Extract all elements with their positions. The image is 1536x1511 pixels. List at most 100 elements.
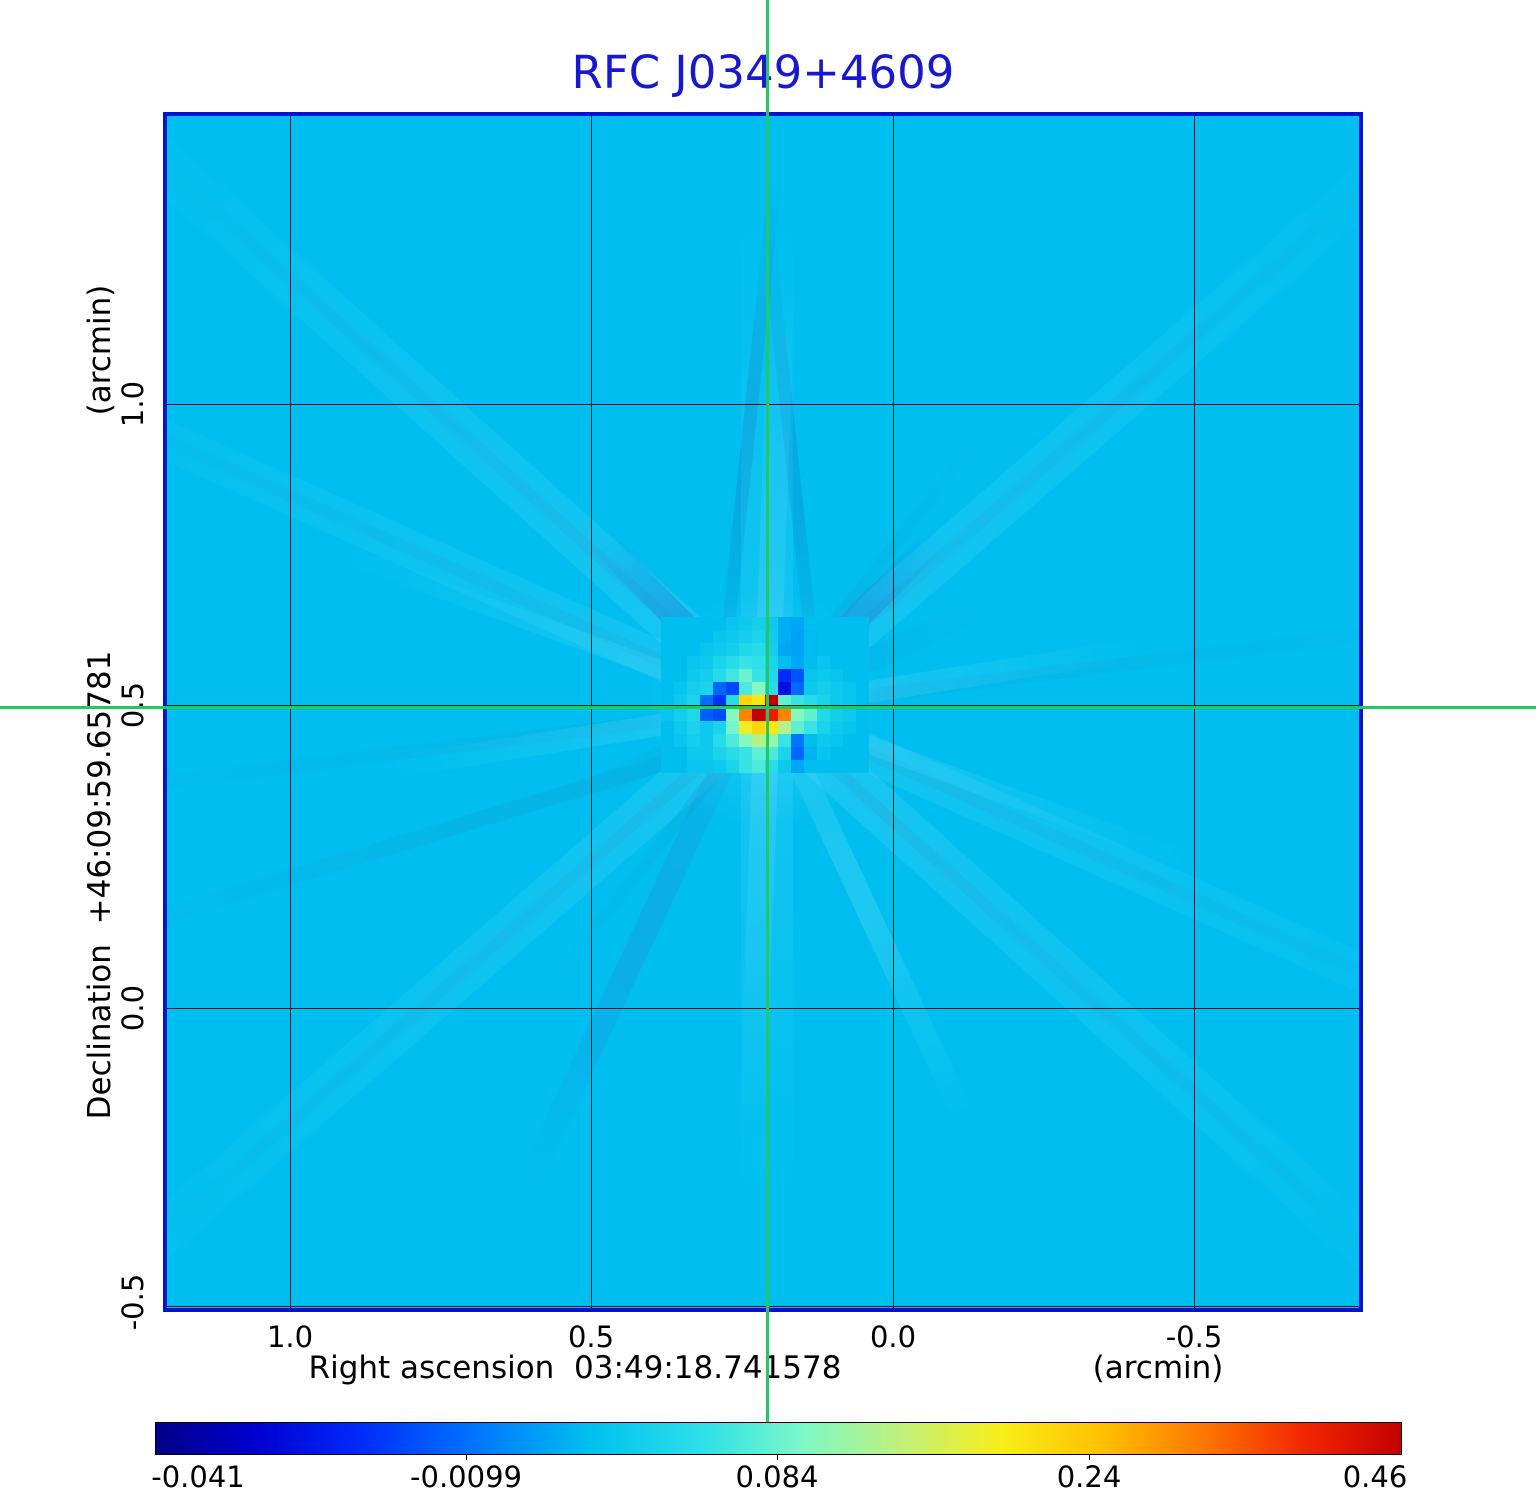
heatmap-pixel bbox=[804, 669, 817, 682]
heatmap-pixel bbox=[713, 630, 726, 643]
heatmap-pixel bbox=[739, 747, 752, 760]
heatmap-pixel bbox=[713, 721, 726, 734]
heatmap-pixel bbox=[739, 630, 752, 643]
heatmap-pixel bbox=[726, 695, 739, 708]
heatmap-pixel bbox=[804, 656, 817, 669]
x-tick-label: -0.5 bbox=[1165, 1320, 1223, 1354]
heatmap-pixel bbox=[700, 721, 713, 734]
gridline-ra-0.0 bbox=[893, 116, 894, 1308]
heatmap-pixel bbox=[674, 734, 687, 747]
heatmap-pixel bbox=[739, 669, 752, 682]
heatmap-pixel bbox=[661, 734, 674, 747]
gridline-dec-0.5 bbox=[167, 705, 1359, 706]
heatmap-pixel bbox=[843, 760, 856, 773]
heatmap-pixel bbox=[856, 669, 869, 682]
heatmap-pixel bbox=[817, 734, 830, 747]
heatmap-pixel bbox=[817, 643, 830, 656]
y-tick-label: -0.5 bbox=[116, 1273, 150, 1331]
heatmap-pixel bbox=[830, 747, 843, 760]
heatmap-pixel bbox=[674, 669, 687, 682]
heatmap-pixel bbox=[817, 708, 830, 721]
colorbar-tick-label: 0.084 bbox=[735, 1460, 819, 1494]
heatmap-pixel bbox=[804, 695, 817, 708]
heatmap-pixel bbox=[661, 721, 674, 734]
heatmap-pixel bbox=[817, 669, 830, 682]
gridline-dec--0.5 bbox=[167, 1306, 1359, 1307]
heatmap-pixel bbox=[856, 760, 869, 773]
heatmap-pixel bbox=[843, 721, 856, 734]
heatmap-pixel bbox=[856, 695, 869, 708]
heatmap-pixel bbox=[791, 760, 804, 773]
heatmap-pixel bbox=[804, 617, 817, 630]
heatmap-pixel bbox=[778, 682, 791, 695]
heatmap-pixel bbox=[843, 708, 856, 721]
heatmap-pixel bbox=[739, 708, 752, 721]
heatmap-pixel bbox=[791, 617, 804, 630]
plot-frame bbox=[163, 112, 1363, 1312]
heatmap-pixel bbox=[687, 708, 700, 721]
heatmap-pixel bbox=[674, 630, 687, 643]
heatmap-pixel bbox=[700, 656, 713, 669]
heatmap-pixel bbox=[804, 682, 817, 695]
heatmap-pixel bbox=[726, 617, 739, 630]
heatmap-pixel bbox=[700, 734, 713, 747]
heatmap-pixel bbox=[739, 760, 752, 773]
heatmap-pixel bbox=[700, 695, 713, 708]
heatmap-pixel bbox=[700, 643, 713, 656]
heatmap-pixel bbox=[661, 630, 674, 643]
y-tick-label: 0.5 bbox=[116, 681, 150, 729]
heatmap-pixel bbox=[713, 669, 726, 682]
heatmap-pixel bbox=[856, 617, 869, 630]
heatmap-pixel bbox=[856, 682, 869, 695]
heatmap-pixel bbox=[674, 617, 687, 630]
heatmap-pixel bbox=[856, 734, 869, 747]
heatmap-pixel bbox=[791, 747, 804, 760]
x-tick-label: 0.0 bbox=[869, 1320, 917, 1354]
heatmap-pixel bbox=[830, 695, 843, 708]
colorbar-tick-label: 0.46 bbox=[1342, 1460, 1408, 1494]
heatmap-pixel bbox=[661, 695, 674, 708]
heatmap-pixel bbox=[713, 747, 726, 760]
heatmap-pixel bbox=[687, 760, 700, 773]
heatmap-pixel bbox=[778, 643, 791, 656]
heatmap-pixel bbox=[726, 760, 739, 773]
heatmap-pixel bbox=[817, 617, 830, 630]
heatmap-pixel bbox=[700, 630, 713, 643]
heatmap-pixel bbox=[687, 747, 700, 760]
heatmap-pixel bbox=[830, 721, 843, 734]
heatmap-pixel bbox=[752, 669, 765, 682]
heatmap-pixel bbox=[778, 760, 791, 773]
heatmap-pixel bbox=[843, 734, 856, 747]
heatmap-pixel bbox=[726, 708, 739, 721]
heatmap-pixel bbox=[726, 682, 739, 695]
heatmap-pixel bbox=[804, 708, 817, 721]
heatmap-pixel bbox=[661, 617, 674, 630]
heatmap-pixel bbox=[739, 734, 752, 747]
heatmap-pixel bbox=[661, 708, 674, 721]
heatmap-pixel bbox=[791, 630, 804, 643]
colorbar-tick-mark bbox=[777, 1454, 778, 1460]
x-axis-unit: (arcmin) bbox=[1092, 1350, 1224, 1386]
y-tick-label: 1.0 bbox=[116, 380, 150, 428]
heatmap-pixel bbox=[778, 747, 791, 760]
heatmap-pixel bbox=[687, 630, 700, 643]
heatmap-pixel bbox=[817, 760, 830, 773]
heatmap-pixel bbox=[778, 708, 791, 721]
heatmap-pixel bbox=[713, 708, 726, 721]
heatmap-pixel bbox=[674, 656, 687, 669]
heatmap-pixel bbox=[661, 747, 674, 760]
heatmap-pixel bbox=[726, 721, 739, 734]
heatmap-pixel bbox=[843, 747, 856, 760]
heatmap-pixel bbox=[687, 682, 700, 695]
gridline-ra--0.5 bbox=[1194, 116, 1195, 1308]
heatmap-pixel bbox=[843, 630, 856, 643]
y-tick-label: 0.0 bbox=[116, 984, 150, 1032]
heatmap-pixel bbox=[687, 617, 700, 630]
heatmap-pixel bbox=[856, 747, 869, 760]
crosshair-vertical-line bbox=[766, 0, 769, 1422]
heatmap-pixel bbox=[817, 747, 830, 760]
heatmap-pixel bbox=[804, 747, 817, 760]
heatmap-pixel bbox=[713, 617, 726, 630]
heatmap-pixel bbox=[687, 656, 700, 669]
heatmap-pixel bbox=[700, 669, 713, 682]
